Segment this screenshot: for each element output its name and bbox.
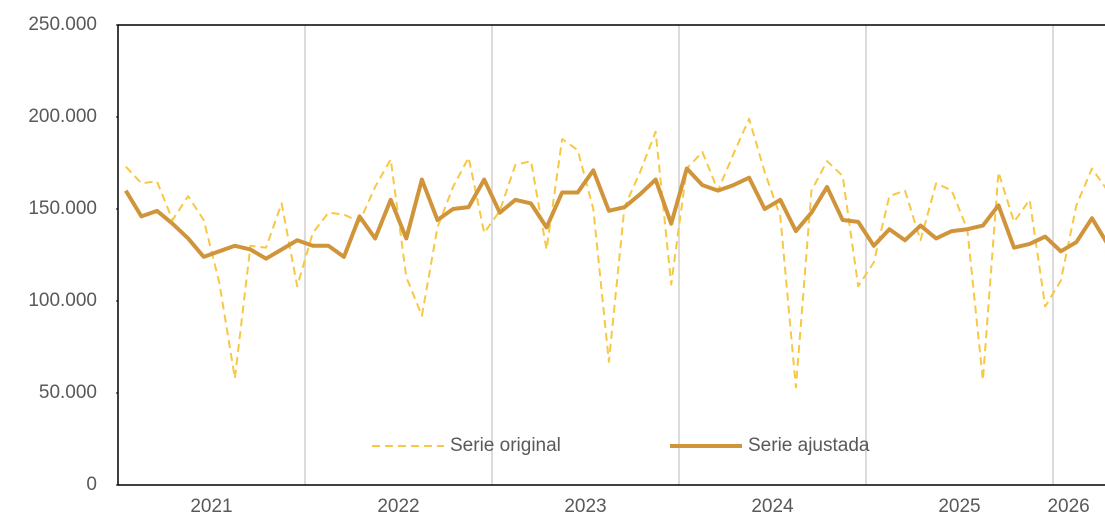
x-tick-label: 2022 — [377, 496, 419, 517]
x-tick-label: 2026 — [1047, 496, 1089, 517]
legend-label: Serie ajustada — [748, 435, 870, 456]
series-line — [124, 166, 1105, 261]
y-tick-label: 50.000 — [39, 382, 97, 403]
y-tick-label: 250.000 — [28, 14, 97, 35]
plot-frame — [117, 24, 1105, 486]
x-tick-label: 2021 — [190, 496, 232, 517]
y-tick-label: 150.000 — [28, 198, 97, 219]
legend-label: Serie original — [450, 435, 561, 456]
y-tick-label: 200.000 — [28, 106, 97, 127]
series-group — [124, 117, 1105, 389]
x-tick-label: 2024 — [751, 496, 794, 517]
y-tick-label: 0 — [86, 474, 97, 495]
x-tick-label: 2025 — [938, 496, 980, 517]
x-tick-label: 2023 — [564, 496, 606, 517]
y-tick-label: 100.000 — [28, 290, 97, 311]
